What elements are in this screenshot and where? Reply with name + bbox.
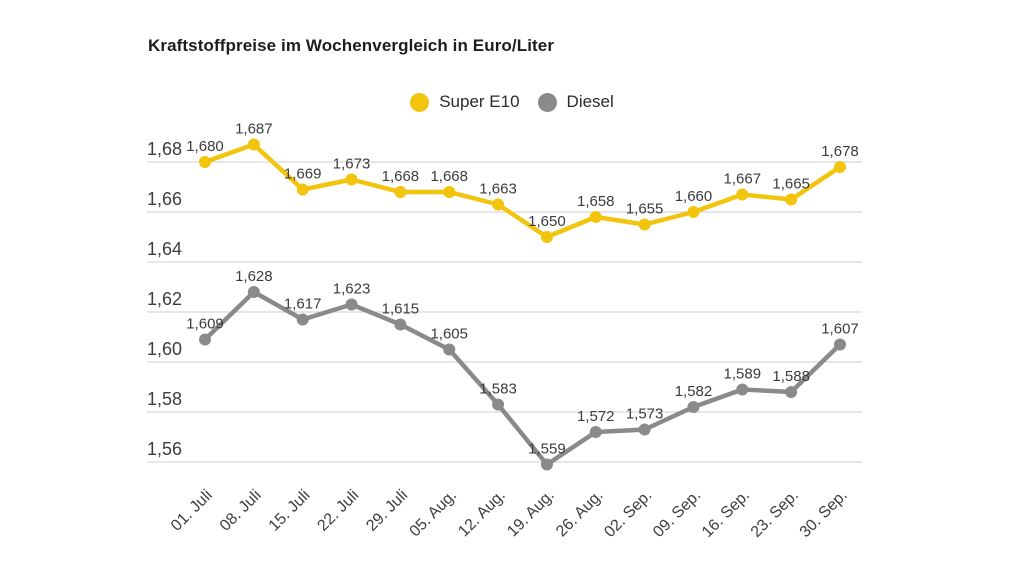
data-point-super-e10 xyxy=(394,186,407,198)
data-point-diesel xyxy=(394,318,407,331)
y-axis-tick-label: 1,68 xyxy=(147,139,182,159)
data-point-label-diesel: 1,583 xyxy=(479,381,517,398)
data-point-label-super-e10: 1,668 xyxy=(382,168,420,185)
x-axis-tick-label: 15. Juli xyxy=(266,487,314,535)
x-axis-tick-label: 02. Sep. xyxy=(601,487,655,541)
chart-title: Kraftstoffpreise im Wochenvergleich in E… xyxy=(148,36,555,55)
chart-legend: Super E10 Diesel xyxy=(0,92,1024,112)
legend-item-diesel: Diesel xyxy=(537,92,614,112)
data-point-label-super-e10: 1,655 xyxy=(626,201,664,218)
data-point-label-super-e10: 1,658 xyxy=(577,193,615,210)
y-axis-tick-label: 1,66 xyxy=(147,189,182,209)
y-axis-tick-label: 1,62 xyxy=(147,289,182,309)
x-axis-tick-label: 26. Aug. xyxy=(553,487,607,541)
data-point-label-diesel: 1,628 xyxy=(235,268,273,285)
data-point-diesel xyxy=(687,401,700,413)
data-point-label-diesel: 1,588 xyxy=(772,368,810,385)
x-axis-tick-label: 05. Aug. xyxy=(407,487,461,541)
data-point-label-diesel: 1,607 xyxy=(821,321,859,338)
data-point-diesel xyxy=(443,343,456,356)
series-line-super-e10 xyxy=(202,142,843,240)
data-point-label-super-e10: 1,650 xyxy=(528,213,566,230)
data-point-diesel xyxy=(638,423,651,436)
data-point-diesel xyxy=(247,286,260,298)
data-point-super-e10 xyxy=(638,218,651,231)
data-point-label-diesel: 1,573 xyxy=(626,406,664,423)
data-point-super-e10 xyxy=(589,211,602,223)
data-point-label-diesel: 1,589 xyxy=(724,366,762,383)
data-point-super-e10 xyxy=(736,188,749,201)
x-axis-tick-label: 16. Sep. xyxy=(699,487,753,541)
y-axis-tick-label: 1,56 xyxy=(147,439,182,459)
data-point-super-e10 xyxy=(540,231,553,243)
legend-label-super-e10: Super E10 xyxy=(439,92,520,111)
data-point-diesel xyxy=(296,313,309,326)
data-point-super-e10 xyxy=(345,173,358,186)
data-point-label-super-e10: 1,660 xyxy=(675,188,713,205)
data-point-label-super-e10: 1,673 xyxy=(333,156,371,173)
data-point-diesel xyxy=(199,333,211,346)
x-axis-tick-label: 22. Juli xyxy=(314,487,362,535)
x-axis-tick-label: 09. Sep. xyxy=(650,487,704,541)
data-point-diesel xyxy=(834,338,846,351)
data-point-diesel xyxy=(785,386,798,398)
data-point-label-diesel: 1,572 xyxy=(577,408,615,425)
x-axis-tick-label: 19. Aug. xyxy=(504,487,558,541)
legend-label-diesel: Diesel xyxy=(566,92,614,111)
x-axis-tick-label: 01. Juli xyxy=(168,487,216,535)
data-point-diesel xyxy=(736,383,749,396)
legend-swatch-diesel-icon xyxy=(537,92,557,112)
data-point-label-super-e10: 1,680 xyxy=(186,138,224,155)
data-point-super-e10 xyxy=(296,183,309,196)
data-point-diesel xyxy=(345,298,358,311)
x-axis-tick-label: 29. Juli xyxy=(363,487,411,535)
data-point-label-diesel: 1,617 xyxy=(284,296,322,313)
data-point-diesel xyxy=(540,458,553,471)
data-point-label-super-e10: 1,669 xyxy=(284,166,322,183)
series-line-diesel xyxy=(202,289,843,467)
data-point-diesel xyxy=(589,426,602,438)
data-point-label-diesel: 1,605 xyxy=(430,326,468,343)
data-point-label-super-e10: 1,663 xyxy=(479,181,517,198)
data-point-label-super-e10: 1,678 xyxy=(821,143,859,160)
data-point-super-e10 xyxy=(492,198,505,211)
data-point-super-e10 xyxy=(687,206,700,218)
y-axis-tick-label: 1,58 xyxy=(147,389,182,409)
data-point-label-diesel: 1,559 xyxy=(528,441,566,458)
data-point-super-e10 xyxy=(443,186,456,198)
x-axis-tick-label: 23. Sep. xyxy=(748,487,802,541)
x-axis-tick-label: 08. Juli xyxy=(217,487,265,535)
data-point-label-diesel: 1,582 xyxy=(675,383,713,400)
y-axis-tick-label: 1,60 xyxy=(147,339,182,359)
x-axis-tick-label: 30. Sep. xyxy=(797,487,851,541)
data-point-diesel xyxy=(492,398,505,411)
legend-item-super-e10: Super E10 xyxy=(410,92,520,112)
data-point-label-super-e10: 1,687 xyxy=(235,121,273,138)
data-point-super-e10 xyxy=(199,156,211,168)
data-point-super-e10 xyxy=(247,138,260,151)
x-axis-tick-label: 12. Aug. xyxy=(455,487,509,541)
data-point-super-e10 xyxy=(834,161,846,173)
data-point-label-super-e10: 1,665 xyxy=(772,176,810,193)
y-axis-tick-label: 1,64 xyxy=(147,239,182,259)
data-point-label-super-e10: 1,667 xyxy=(724,171,762,188)
legend-swatch-super-e10-icon xyxy=(410,92,430,112)
data-point-label-super-e10: 1,668 xyxy=(430,168,468,185)
data-point-label-diesel: 1,623 xyxy=(333,281,371,298)
data-point-super-e10 xyxy=(785,193,798,206)
data-point-label-diesel: 1,615 xyxy=(382,301,420,318)
data-point-label-diesel: 1,609 xyxy=(186,316,224,333)
